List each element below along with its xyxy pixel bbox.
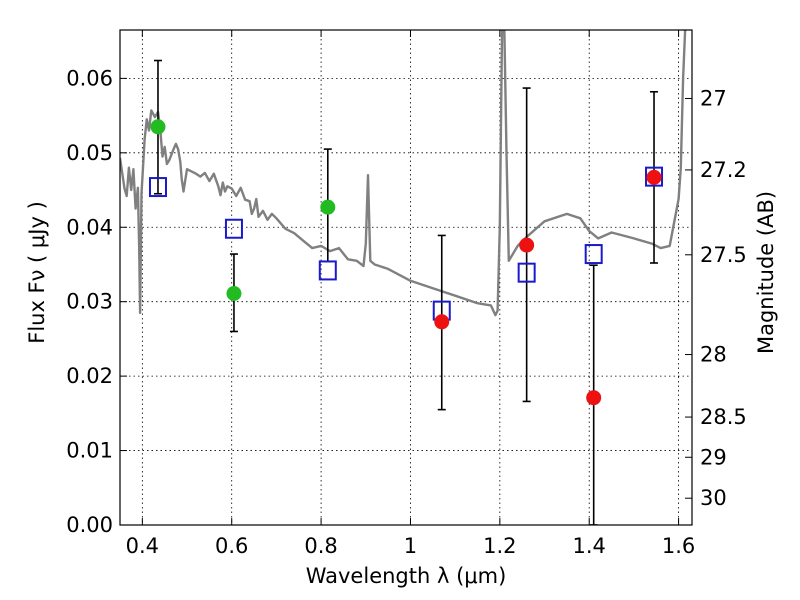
y-tick-label: 0.03 <box>66 290 113 314</box>
y-tick-label: 0.06 <box>66 66 113 90</box>
y-tick-label: 0.02 <box>66 364 113 388</box>
y2-tick-label: 27 <box>700 86 727 110</box>
model-square-marker <box>318 260 337 281</box>
spectrum-layer <box>120 30 687 317</box>
data-point-marker <box>150 119 166 135</box>
model-square-marker <box>224 218 243 239</box>
x-tick-label: 1.4 <box>573 534 606 558</box>
data-point-marker <box>434 314 450 330</box>
tick-layer: 0.4 0.6 0.8 1 1.2 1.4 1.6 0.00 0.01 0.02 0.03 0.04 0… <box>66 30 747 558</box>
data-point-marker <box>320 199 336 215</box>
x-tick-label: 1.6 <box>662 534 695 558</box>
y-tick-label: 0.01 <box>66 439 113 463</box>
y2-tick-label: 28.5 <box>700 405 747 429</box>
x-tick-label: 1 <box>404 534 417 558</box>
data-point-marker <box>586 390 602 406</box>
y2-tick-label: 29 <box>700 445 727 469</box>
y-tick-label: 0.05 <box>66 141 113 165</box>
data-point-marker <box>519 237 535 253</box>
y2-tick-label: 30 <box>700 486 727 510</box>
y2-axis-label: Magnitude (AB) <box>754 191 778 354</box>
y-tick-label: 0.04 <box>66 215 113 239</box>
plot-frame <box>119 29 693 526</box>
y2-tick-label: 27.2 <box>700 158 747 182</box>
data-point-marker <box>226 286 242 302</box>
marker-layer <box>148 119 664 406</box>
model-square-marker <box>148 177 167 198</box>
model-square-marker <box>517 262 536 283</box>
data-point-marker <box>646 169 662 185</box>
x-tick-label: 0.8 <box>304 534 337 558</box>
model-square-marker <box>645 166 664 187</box>
y-tick-label: 0.00 <box>66 513 113 537</box>
y2-tick-label: 28 <box>700 343 727 367</box>
model-square-marker <box>584 244 603 265</box>
grid-layer <box>120 30 692 526</box>
x-tick-label: 1.2 <box>483 534 516 558</box>
x-tick-label: 0.6 <box>215 534 248 558</box>
y-axis-label: Flux Fν ( μJy ) <box>25 201 49 344</box>
y2-tick-label: 27.5 <box>700 243 747 267</box>
spectrum-line <box>120 30 687 317</box>
x-tick-label: 0.4 <box>126 534 159 558</box>
x-axis-label: Wavelength λ (μm) <box>306 564 507 588</box>
